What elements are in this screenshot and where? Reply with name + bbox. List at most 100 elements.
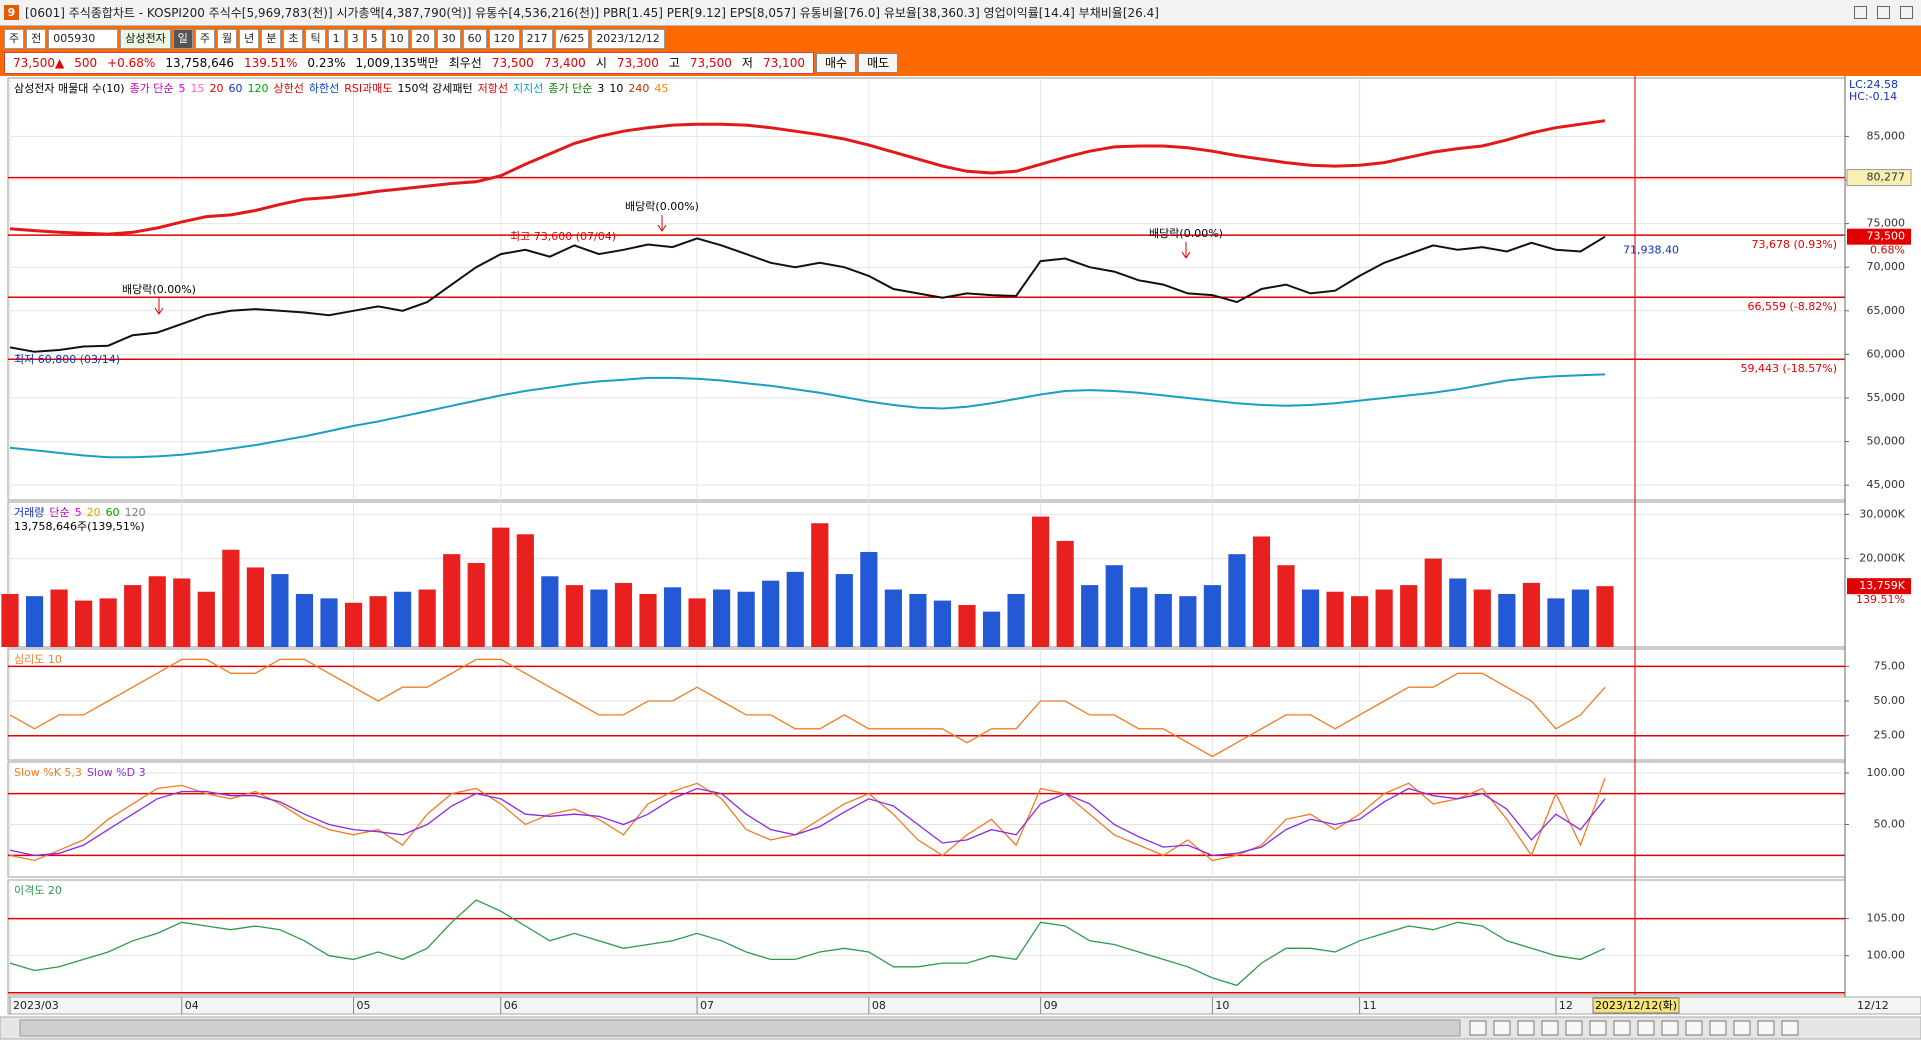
nav-button[interactable] (1757, 1020, 1775, 1036)
y-tick-label: 65,000 (1867, 304, 1906, 317)
volume-bar (982, 611, 1001, 647)
volume-bar (1252, 536, 1271, 647)
scroll-thumb[interactable] (19, 1019, 1461, 1037)
legend-entry: 60 (106, 506, 120, 519)
volume-bar (1081, 585, 1099, 647)
quote-field: 0.23% (307, 55, 346, 70)
volume-bar (1351, 596, 1369, 647)
y-tick-label: 45,000 (1867, 478, 1906, 491)
date-input[interactable]: 2023/12/12 (591, 28, 665, 49)
period-button[interactable]: 월 (216, 28, 238, 49)
interval-button[interactable]: 1 (327, 28, 345, 49)
y-tick-label: 60,000 (1867, 347, 1906, 360)
nav-button[interactable] (1661, 1020, 1679, 1036)
x-axis (7, 996, 1921, 1015)
interval-button[interactable]: 3 (346, 28, 364, 49)
volume-bar (614, 582, 633, 647)
market-button[interactable]: 주 (4, 28, 25, 49)
interval-button[interactable]: 60 (462, 28, 487, 49)
series-line (9, 235, 1606, 353)
volume-bar (369, 596, 387, 647)
market-button[interactable]: 전 (26, 28, 47, 49)
volume-bar (835, 574, 853, 647)
volume-bar (762, 580, 780, 647)
volume-bar (958, 605, 976, 647)
volume-bar (1228, 554, 1246, 647)
annotation-arrow (154, 298, 164, 315)
legend-entry: 종가 단순 (548, 82, 592, 95)
nav-button[interactable] (1685, 1020, 1703, 1036)
trend-value: 71,938.40 (1623, 243, 1679, 256)
nav-button[interactable] (1565, 1020, 1583, 1036)
legend-entry: 120 (248, 82, 269, 95)
volume-bar (197, 591, 215, 647)
current-box (1847, 578, 1911, 595)
quote-field: 저 (741, 56, 753, 70)
nav-button[interactable] (1469, 1020, 1487, 1036)
volume-bar (124, 585, 142, 647)
current-box (1847, 228, 1911, 245)
series-line (9, 777, 1606, 862)
current-change: 139.51% (1856, 593, 1905, 606)
quote-field: 최우선 (448, 56, 482, 70)
current-label: 13,759K (1859, 579, 1905, 592)
order-button[interactable]: 매수 (815, 52, 857, 73)
period-button[interactable]: 초 (283, 28, 304, 49)
legend-entry: 10 (609, 82, 623, 95)
window-controls (1854, 6, 1913, 19)
nav-button[interactable] (1781, 1020, 1799, 1036)
nav-button[interactable] (1541, 1020, 1559, 1036)
period-button[interactable]: 분 (261, 28, 282, 49)
period-button[interactable]: 주 (194, 28, 215, 49)
period-button[interactable]: 일 (172, 28, 193, 49)
volume-bar (443, 554, 461, 647)
nav-button[interactable] (1733, 1020, 1751, 1036)
legend-entry: 3 (597, 82, 604, 95)
nav-button[interactable] (1709, 1020, 1727, 1036)
period-button[interactable]: 틱 (305, 28, 326, 49)
minimize-button[interactable] (1854, 6, 1867, 19)
nav-button[interactable] (1589, 1020, 1607, 1036)
nav-button[interactable] (1517, 1020, 1535, 1036)
y-tick-label: 100.00 (1867, 766, 1906, 779)
volume-bar (394, 591, 412, 647)
interval-button[interactable]: 30 (436, 28, 461, 49)
y-tick-label: 70,000 (1867, 260, 1906, 273)
interval-button[interactable]: 120 (488, 28, 520, 49)
volume-bar (492, 527, 510, 647)
legend-entry: 단순 (49, 506, 69, 519)
order-button[interactable]: 매도 (858, 52, 899, 73)
interval-button[interactable]: 20 (410, 28, 435, 49)
panel-info: 13,758,646주(139,51%) (14, 520, 145, 533)
stock-code[interactable]: 005930 (48, 28, 119, 49)
nav-button[interactable] (1613, 1020, 1631, 1036)
interval-button[interactable]: 10 (384, 28, 409, 49)
legend-entry: 240 (628, 82, 649, 95)
maximize-button[interactable] (1877, 6, 1890, 19)
x-tick-label: 06 (504, 999, 518, 1012)
legend-entry: 저항선 (478, 82, 508, 95)
interval-button[interactable]: 5 (365, 28, 383, 49)
stock-name[interactable]: 삼성전자 (120, 28, 171, 49)
volume-bar (1473, 589, 1491, 647)
toolbar: 주 전 005930 삼성전자 일 주 월 년 분 초 틱 1 3 5 10 20 30 60 120 217/625… (4, 28, 665, 49)
quote-field: 시 (595, 56, 607, 70)
legend-entry: 5 (75, 506, 82, 519)
x-tick-label: 2023/03 (13, 999, 59, 1012)
period-button[interactable]: 년 (239, 28, 260, 49)
y-tick-label: 105.00 (1867, 912, 1906, 925)
bar-count[interactable]: 217 (521, 28, 553, 49)
x-end-label: 12/12 (1857, 999, 1889, 1012)
legend-entry: 심리도 10 (14, 653, 62, 666)
volume-bar (1007, 593, 1025, 647)
close-button[interactable] (1900, 6, 1913, 19)
volume-bar (1130, 587, 1148, 647)
volume-bar (1449, 578, 1467, 647)
legend-entry: 하한선 (309, 81, 339, 95)
nav-button[interactable] (1637, 1020, 1655, 1036)
nav-button[interactable] (1493, 1020, 1511, 1036)
series-line (9, 787, 1606, 857)
volume-bar (148, 576, 166, 647)
annotation-arrow (1181, 242, 1191, 259)
